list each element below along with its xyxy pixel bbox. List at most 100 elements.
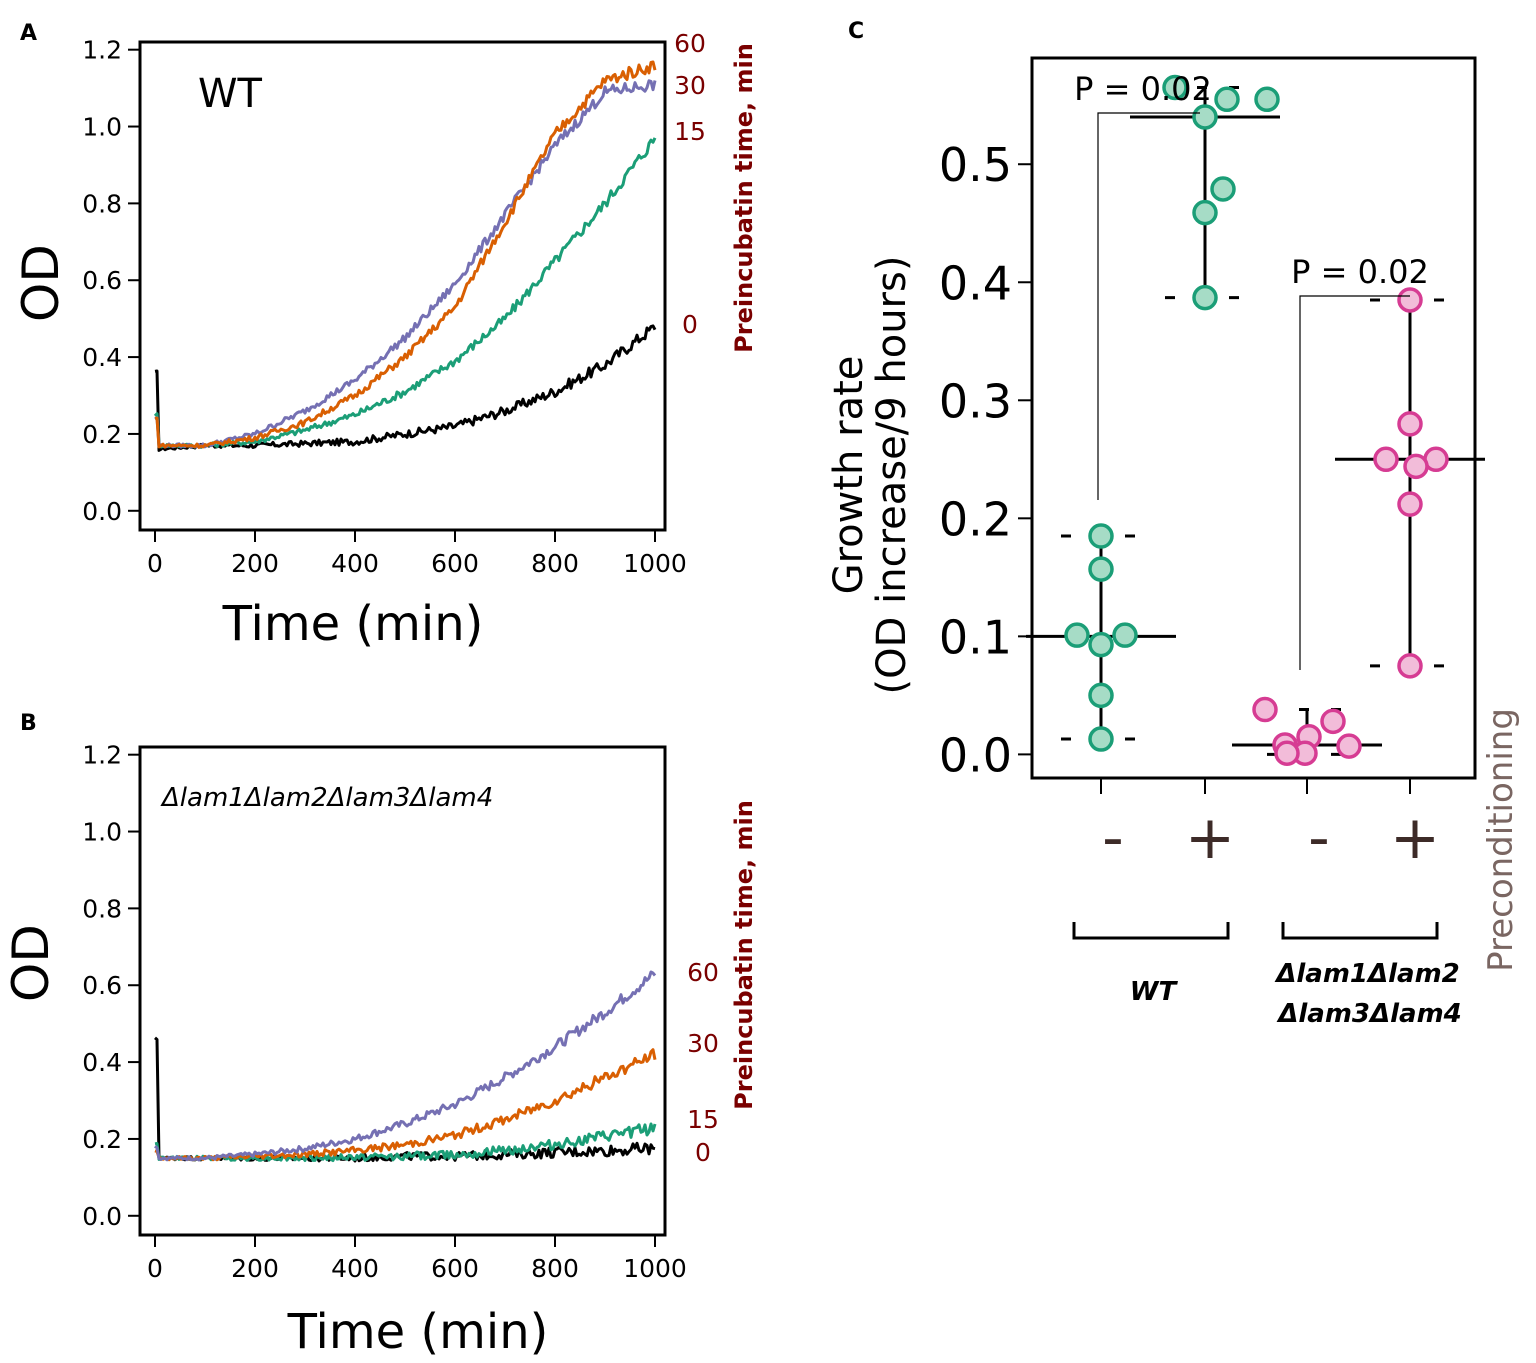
panel-a-frame <box>138 40 667 532</box>
c-ytick-label: 0.5 <box>939 138 1012 192</box>
a-ytick-label: 0.0 <box>82 497 122 526</box>
c-data-point <box>1336 733 1362 759</box>
panel-c-ylabel-line2: (OD increase/9 hours) <box>869 256 915 695</box>
a-series-line-15 <box>153 137 657 449</box>
c-ytick-label: 0.3 <box>939 374 1012 428</box>
c-data-point <box>1320 708 1346 735</box>
b-ytick-label: 1.0 <box>82 818 122 847</box>
a-ytick-label: 0.8 <box>82 189 122 218</box>
c-ytick-label: 0.4 <box>939 256 1012 310</box>
panel-label-c: C <box>848 19 864 44</box>
b-xtick-label: 0 <box>147 1254 163 1283</box>
b-series-label-30: 30 <box>687 1029 719 1058</box>
c-data-point <box>1088 726 1114 752</box>
panel-b-secondary-ylabel: Preincubatin time, min <box>730 800 758 1110</box>
c-data-point <box>1192 284 1218 311</box>
panel-a-secondary-ylabel: Preincubatin time, min <box>730 43 758 353</box>
c-strain-bracket <box>1072 922 1230 940</box>
a-ytick-label: 0.2 <box>82 420 122 449</box>
b-ytick-label: 1.2 <box>82 741 122 770</box>
a-series-line-60 <box>154 60 657 449</box>
b-xtick-label: 200 <box>231 1254 279 1283</box>
c-strain-label-mutant-line2: Δlam3Δlam4 <box>1276 999 1462 1029</box>
panel-label-b: B <box>20 711 37 736</box>
panel-b-xlabel: Time (min) <box>287 1304 549 1360</box>
c-data-point <box>1210 176 1236 202</box>
b-ytick-label: 0.4 <box>82 1048 122 1077</box>
c-data-point <box>1088 556 1114 582</box>
a-ytick-label: 1.0 <box>82 113 122 142</box>
c-data-point <box>1397 491 1423 517</box>
panel-a-xlabel: Time (min) <box>222 596 484 652</box>
a-ytick-label: 1.2 <box>82 36 122 65</box>
c-strain-label-wt: WT <box>1130 977 1179 1007</box>
c-pvalue-label: P = 0.02 <box>1291 253 1429 291</box>
b-series-label-60: 60 <box>687 958 719 987</box>
a-ytick-label: 0.4 <box>82 343 122 372</box>
a-xtick-label: 600 <box>431 549 479 578</box>
c-data-point <box>1112 622 1138 648</box>
c-group-label: - <box>1102 803 1124 873</box>
a-series-label-60: 60 <box>674 29 706 58</box>
c-data-point <box>1373 446 1399 473</box>
panel-label-a: A <box>20 21 37 46</box>
a-xtick-label: 200 <box>231 549 279 578</box>
c-data-point <box>1254 86 1280 113</box>
panel-a-ylabel: OD <box>12 244 70 322</box>
c-ytick-label: 0.1 <box>939 610 1012 664</box>
c-data-point <box>1192 199 1218 226</box>
b-ytick-label: 0.0 <box>82 1202 122 1231</box>
a-xtick-label: 0 <box>147 549 163 578</box>
panel-b-frame <box>138 745 667 1237</box>
panel-c-ylabel-line1: Growth rate <box>826 356 872 595</box>
c-data-point <box>1403 453 1429 480</box>
b-xtick-label: 400 <box>331 1254 379 1283</box>
panel-c-chart: 0.00.10.20.30.40.5 - + - + P = 0.02P = 0.02… <box>826 56 1521 1029</box>
a-series-label-30: 30 <box>674 71 706 100</box>
c-data-point <box>1064 622 1090 648</box>
c-data-point <box>1397 287 1423 313</box>
c-strain-label-mutant-line1: Δlam1Δlam2 <box>1274 959 1460 989</box>
b-ytick-label: 0.2 <box>82 1125 122 1154</box>
panel-a-annotation: WT <box>198 71 263 117</box>
c-data-point <box>1214 86 1240 113</box>
a-xtick-label: 800 <box>531 549 579 578</box>
c-data-point <box>1192 104 1218 130</box>
c-group-label: + <box>1390 803 1440 873</box>
b-series-label-0: 0 <box>695 1138 711 1167</box>
c-data-point <box>1397 411 1423 437</box>
c-ytick-label: 0.2 <box>939 492 1012 546</box>
panel-b-chart: 0.00.20.40.60.81.01.2 0 200 400 600 800 1000 … <box>2 741 758 1360</box>
c-data-point <box>1252 696 1278 723</box>
b-series-label-15: 15 <box>687 1105 719 1134</box>
b-xtick-label: 1000 <box>623 1254 687 1283</box>
c-comparison-bracket <box>1097 112 1200 500</box>
panel-c-preconditioning-label: Preconditioning <box>1481 708 1521 972</box>
b-series-line-30 <box>154 1048 657 1162</box>
c-strain-bracket <box>1281 922 1439 940</box>
c-data-point <box>1162 74 1188 101</box>
a-xtick-label: 1000 <box>623 549 687 578</box>
a-series-line-0 <box>154 324 657 452</box>
c-data-point <box>1088 682 1114 709</box>
b-series-line-60 <box>154 970 657 1162</box>
b-ytick-label: 0.8 <box>82 894 122 923</box>
c-group-label: + <box>1185 803 1235 873</box>
c-data-point <box>1397 653 1423 679</box>
c-data-point <box>1274 740 1300 766</box>
panel-c-frame <box>1030 56 1477 780</box>
a-series-label-15: 15 <box>674 117 706 146</box>
c-pvalue-label: P = 0.02 <box>1074 70 1212 108</box>
a-ytick-label: 0.6 <box>82 266 122 295</box>
b-ytick-label: 0.6 <box>82 971 122 1000</box>
c-data-point <box>1088 523 1114 549</box>
b-xtick-label: 600 <box>431 1254 479 1283</box>
a-series-label-0: 0 <box>682 310 698 339</box>
c-group-label: - <box>1308 803 1330 873</box>
panel-b-annotation: Δlam1Δlam2Δlam3Δlam4 <box>160 783 493 813</box>
a-xtick-label: 400 <box>331 549 379 578</box>
c-data-point <box>1088 631 1114 658</box>
panel-a-chart: 0.00.20.40.60.81.01.2 0 200 400 600 800 1000 … <box>12 29 758 652</box>
a-series-line-30 <box>154 79 657 449</box>
